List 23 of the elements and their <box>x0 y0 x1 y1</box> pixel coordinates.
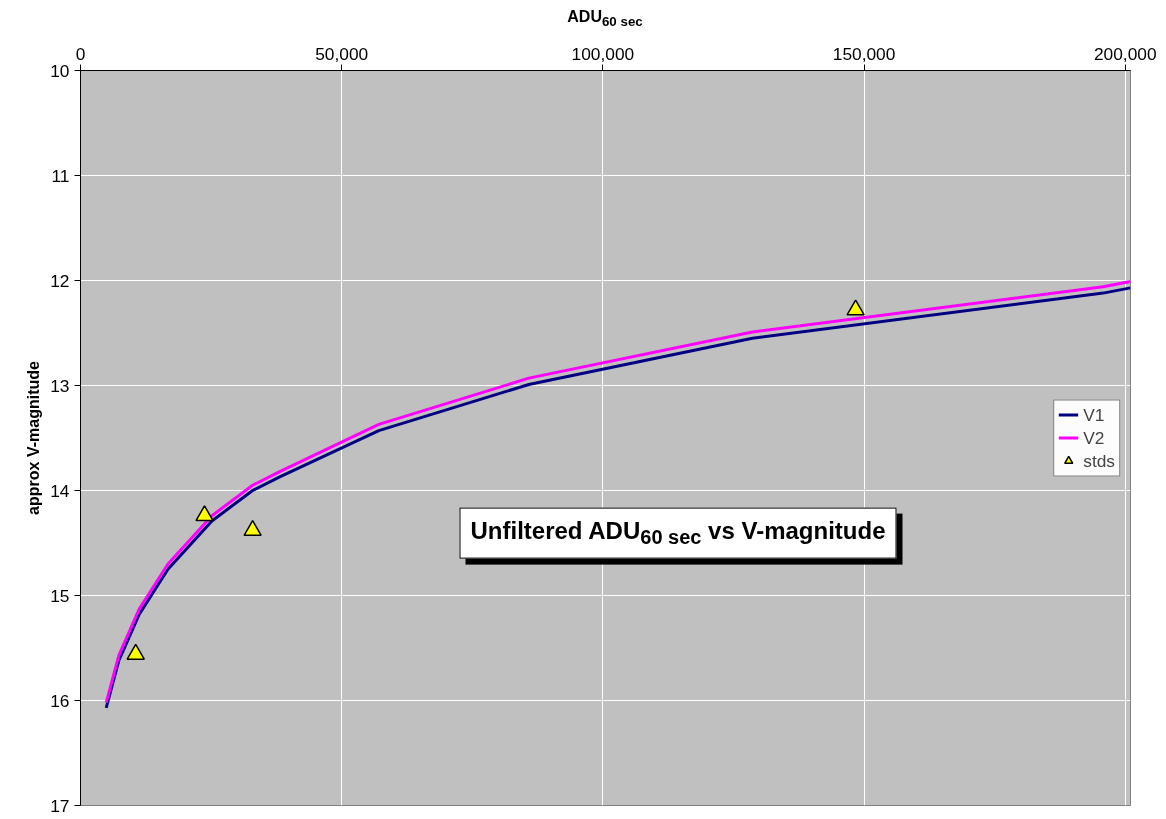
y-tick-label: 10 <box>50 60 70 81</box>
point <box>195 505 214 522</box>
point <box>846 299 865 316</box>
x-tick-label: 100,000 <box>571 43 635 64</box>
y-tick-label: 15 <box>50 585 70 606</box>
text: Unfiltered ADU$_{60 sec}$ vs V-magnitude <box>459 507 897 559</box>
x-tick-label: 0 <box>75 43 86 64</box>
y-axis-title: approx V-magnitude <box>25 361 43 515</box>
y-tick-label: 13 <box>50 375 70 396</box>
y-tick-label: 14 <box>50 480 70 501</box>
y-tick-label: 16 <box>50 690 70 711</box>
y-tick-label: 17 <box>50 795 70 816</box>
point <box>243 519 262 537</box>
legend-label: V2 <box>1083 427 1105 448</box>
x-tick-label: 150,000 <box>832 43 896 64</box>
x-axis-title: ADU$_{60 sec}$ <box>566 8 644 30</box>
point <box>126 643 145 660</box>
legend-label: V1 <box>1083 404 1105 425</box>
y-tick-label: 12 <box>50 270 70 291</box>
x-tick-label: 200,000 <box>1093 43 1157 64</box>
y-tick-label: 11 <box>51 165 70 186</box>
x-tick-label: 50,000 <box>315 43 369 64</box>
legend-label: stds <box>1083 450 1115 471</box>
